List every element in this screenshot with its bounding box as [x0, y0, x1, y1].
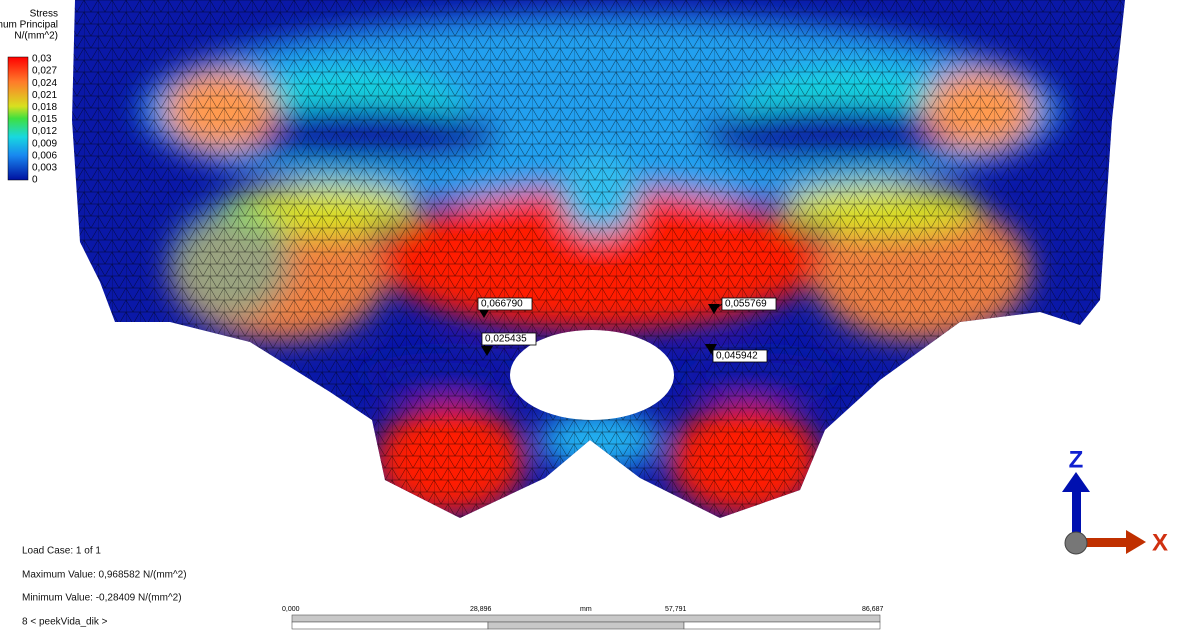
scale-unit: mm	[580, 606, 592, 613]
legend-label: 0,03	[32, 54, 52, 65]
legend-label: 0,003	[32, 163, 57, 174]
max-value: Maximum Value: 0,968582 N/(mm^2)	[22, 570, 187, 581]
probe-marker	[478, 308, 490, 318]
x-label: X	[1152, 529, 1168, 556]
legend-title-line: Stress	[30, 9, 58, 20]
legend-label: 0,021	[32, 90, 57, 101]
scale-label: 0,000	[282, 606, 300, 613]
legend-label: 0,009	[32, 138, 57, 149]
min-value: Minimum Value: -0,28409 N/(mm^2)	[22, 593, 182, 604]
probe-box	[712, 349, 768, 363]
legend-label: 0,015	[32, 114, 57, 125]
probes: 0,066790 0,055769 0,025435 0,045942	[477, 297, 777, 363]
probe-label: 0,055769	[725, 299, 767, 310]
legend-label: 0,012	[32, 126, 57, 137]
scale-label: 57,791	[665, 606, 687, 613]
legend-title-line: N/(mm^2)	[14, 31, 58, 42]
z-label: Z	[1069, 446, 1084, 473]
legend-label: 0,018	[32, 102, 57, 113]
probe-marker	[481, 346, 493, 356]
model-name: 8 < peekVida_dik >	[22, 617, 108, 628]
legend-label: 0,027	[32, 66, 57, 77]
probe-box	[477, 297, 533, 311]
legend-title-line: Maximum Principal	[0, 20, 58, 31]
load-case: Load Case: 1 of 1	[22, 546, 101, 557]
scale-label: 28,896	[470, 606, 492, 613]
probe-label: 0,066790	[481, 299, 523, 310]
probe-marker	[708, 304, 720, 314]
legend-label: 0,024	[32, 78, 57, 89]
legend-labels: 0,030,0270,0240,0210,0180,0150,0120,0090…	[32, 54, 57, 186]
scale-label: 86,687	[862, 606, 884, 613]
model	[72, 0, 1125, 518]
probe-label: 0,025435	[485, 334, 527, 345]
probe-box	[481, 332, 537, 346]
legend-bar	[7, 56, 29, 181]
probe-label: 0,045942	[716, 351, 758, 362]
probe-box	[721, 297, 777, 311]
triad: Z X	[1062, 446, 1168, 556]
probe-marker	[705, 344, 717, 354]
legend-label: 0	[32, 175, 38, 186]
legend-label: 0,006	[32, 150, 57, 161]
scale-bar: 0,000 28,896 mm 57,791 86,687	[282, 606, 884, 630]
